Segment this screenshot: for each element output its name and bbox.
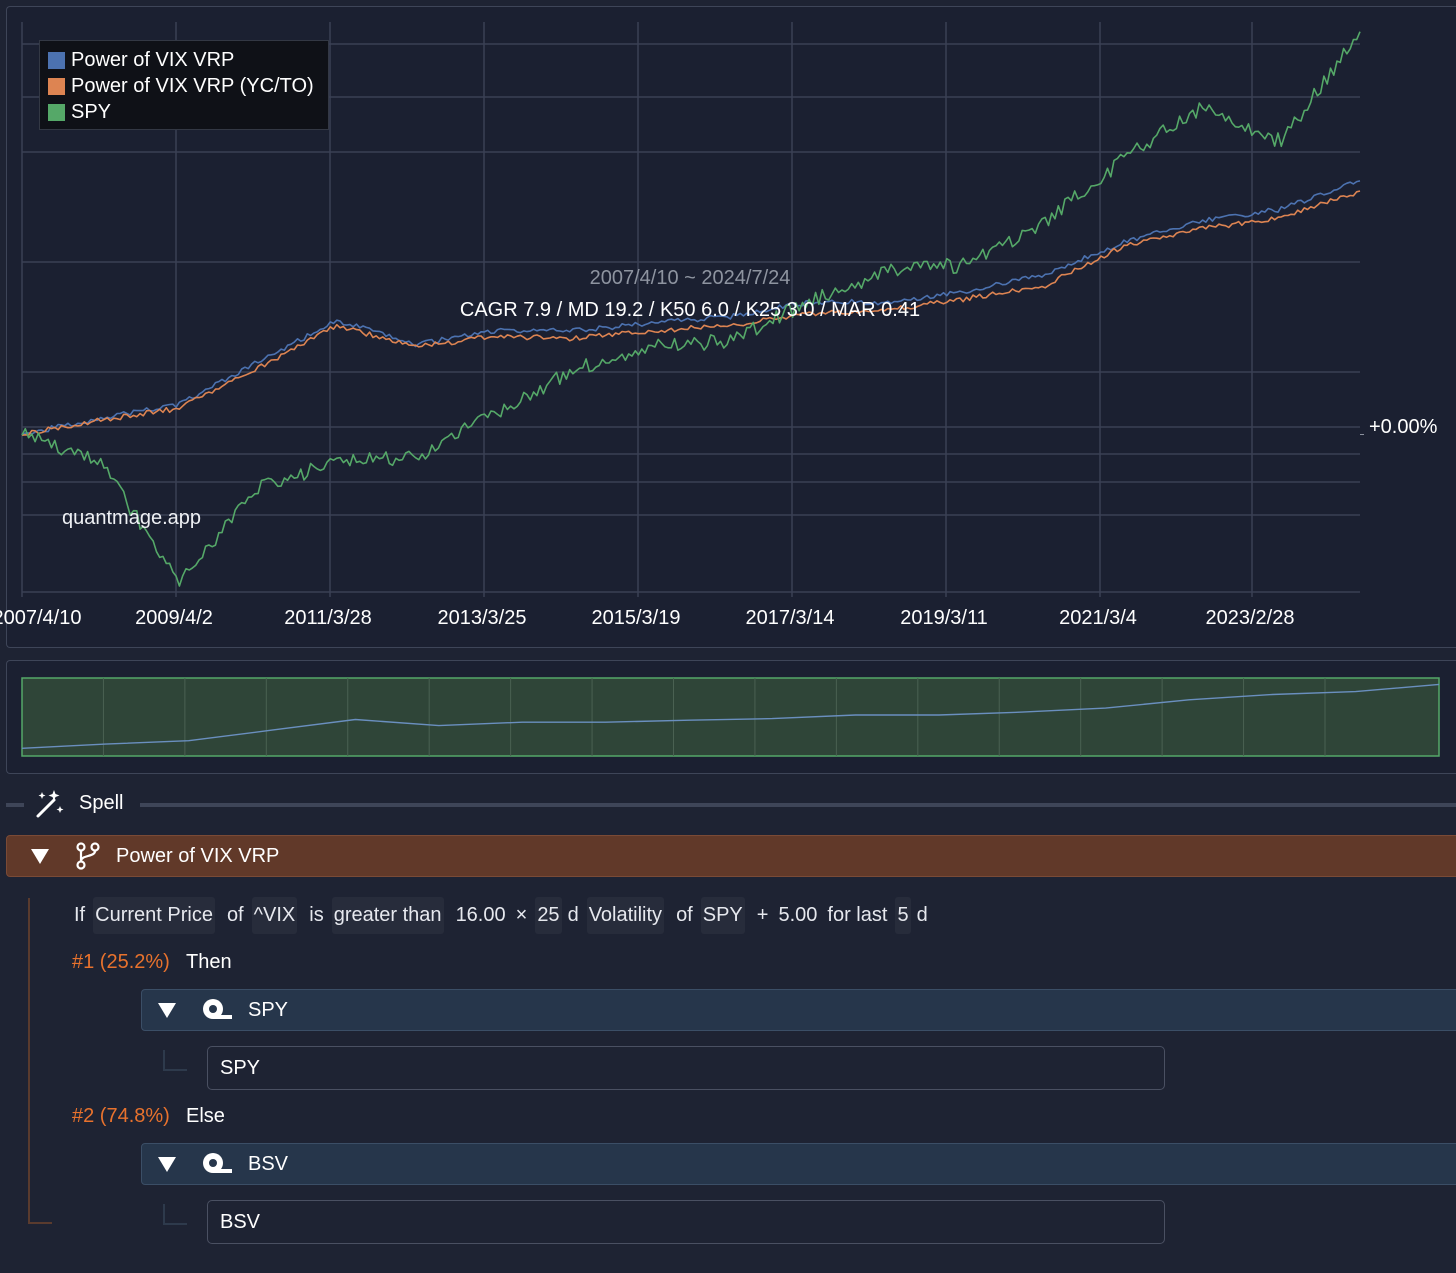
divider bbox=[6, 803, 24, 807]
legend-label: SPY bbox=[71, 101, 112, 123]
then-keyword: Then bbox=[186, 951, 232, 973]
ticker-selector[interactable]: SPY bbox=[700, 896, 745, 934]
x-tick-label: 2013/3/25 bbox=[437, 607, 527, 629]
days-unit: d bbox=[916, 903, 928, 926]
legend-label: Power of VIX VRP bbox=[71, 49, 235, 71]
chart-panel: Power of VIX VRP Power of VIX VRP (YC/TO… bbox=[0, 6, 1456, 648]
x-tick-label: 2017/3/14 bbox=[745, 607, 835, 629]
tree-connector bbox=[163, 1050, 165, 1070]
tree-connector bbox=[163, 1069, 187, 1071]
y-axis-label: +0.00% bbox=[1369, 416, 1438, 438]
series-line-spy bbox=[21, 31, 1361, 587]
asset-leaf-spy[interactable]: SPY bbox=[207, 1046, 1165, 1090]
tape-roll-icon bbox=[203, 1153, 232, 1173]
offset-value[interactable]: 5.00 bbox=[778, 903, 818, 926]
divider bbox=[140, 803, 1456, 807]
is-text: is bbox=[309, 903, 324, 926]
tree-connector bbox=[163, 1204, 165, 1224]
tree-connector bbox=[28, 1222, 52, 1224]
legend-item-spy[interactable]: SPY bbox=[48, 99, 320, 125]
series-line-vrp bbox=[21, 180, 1361, 435]
tree-connector bbox=[163, 1223, 187, 1225]
x-tick-label: 2023/2/28 bbox=[1205, 607, 1295, 629]
legend-swatch bbox=[48, 77, 65, 95]
window-input[interactable]: 25 bbox=[535, 896, 562, 934]
date-range-label: 2007/4/10 ~ 2024/7/24 bbox=[589, 267, 791, 289]
plus-symbol: + bbox=[756, 903, 769, 926]
asset-leaf-bsv[interactable]: BSV bbox=[207, 1200, 1165, 1244]
x-tick-label: 2011/3/28 bbox=[284, 607, 372, 629]
asset-node-header-bsv[interactable]: BSV bbox=[141, 1143, 1456, 1185]
watermark: quantmage.app bbox=[62, 507, 202, 529]
navigator-series-line bbox=[21, 683, 1440, 749]
x-tick-label: 2021/3/4 bbox=[1059, 607, 1137, 629]
indicator-selector[interactable]: Volatility bbox=[586, 896, 665, 934]
series-line-vrp-ycto bbox=[21, 190, 1361, 436]
navigator-svg[interactable] bbox=[7, 661, 1456, 773]
navigator-selection bbox=[21, 677, 1440, 757]
branch-weight: #1 (25.2%) bbox=[72, 951, 170, 973]
of-text: of bbox=[676, 903, 693, 926]
chart-legend: Power of VIX VRP Power of VIX VRP (YC/TO… bbox=[39, 40, 329, 130]
x-tick-label: 2019/3/11 bbox=[900, 607, 988, 629]
spell-label: Spell bbox=[79, 792, 124, 814]
strategy-name: Power of VIX VRP bbox=[116, 844, 280, 867]
tree-connector bbox=[28, 898, 30, 1224]
for-last-text: for last bbox=[827, 903, 888, 926]
legend-item-vrp[interactable]: Power of VIX VRP bbox=[48, 47, 320, 73]
ticker-selector[interactable]: ^VIX bbox=[251, 896, 298, 934]
strategy-node-header[interactable]: Power of VIX VRP bbox=[6, 835, 1456, 877]
spell-section-header: Spell bbox=[0, 785, 1456, 825]
collapse-triangle-icon[interactable] bbox=[158, 1002, 176, 1018]
x-tick-label: 2007/4/10 bbox=[0, 607, 82, 629]
comparator-selector[interactable]: greater than bbox=[331, 896, 444, 934]
range-navigator[interactable] bbox=[6, 660, 1456, 774]
magic-wand-icon bbox=[36, 790, 64, 818]
collapse-triangle-icon[interactable] bbox=[158, 1156, 176, 1172]
asset-node-header-spy[interactable]: SPY bbox=[141, 989, 1456, 1031]
legend-swatch bbox=[48, 51, 65, 69]
tape-roll-icon bbox=[203, 999, 232, 1019]
legend-item-vrp-ycto[interactable]: Power of VIX VRP (YC/TO) bbox=[48, 73, 320, 99]
if-keyword: If bbox=[74, 903, 86, 926]
branch-weight: #2 (74.8%) bbox=[72, 1105, 170, 1127]
collapse-triangle-icon[interactable] bbox=[31, 848, 49, 864]
asset-header-label: SPY bbox=[248, 998, 289, 1021]
legend-label: Power of VIX VRP (YC/TO) bbox=[71, 75, 314, 97]
branch-icon bbox=[76, 842, 100, 870]
asset-header-label: BSV bbox=[248, 1152, 289, 1175]
condition-row: If Current Price of ^VIX is greater than… bbox=[72, 893, 936, 937]
legend-swatch bbox=[48, 103, 65, 121]
times-symbol: × bbox=[515, 903, 528, 926]
stats-label: CAGR 7.9 / MD 19.2 / K50 6.0 / K25 3.0 /… bbox=[459, 299, 921, 321]
else-keyword: Else bbox=[186, 1105, 225, 1127]
multiplier-value[interactable]: 16.00 bbox=[455, 903, 506, 926]
x-tick-label: 2015/3/19 bbox=[591, 607, 681, 629]
metric-selector[interactable]: Current Price bbox=[93, 896, 215, 934]
window-unit: d bbox=[567, 903, 579, 926]
of-text: of bbox=[226, 903, 244, 926]
days-input[interactable]: 5 bbox=[895, 896, 911, 934]
x-tick-label: 2009/4/2 bbox=[135, 607, 213, 629]
